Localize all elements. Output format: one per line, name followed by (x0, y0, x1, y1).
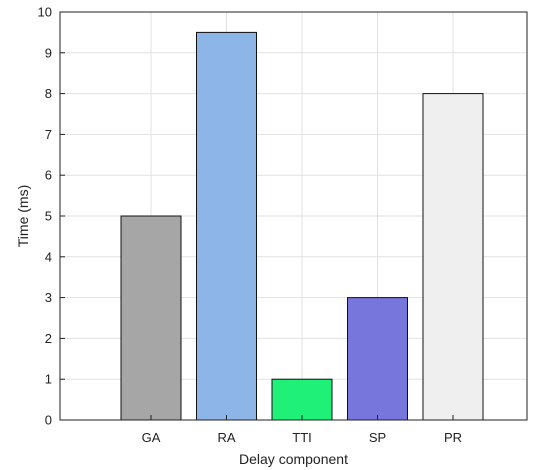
y-tick-label-9: 9 (45, 45, 52, 60)
y-tick-label-0: 0 (45, 413, 52, 428)
x-tick-label-ga: GA (142, 430, 161, 445)
y-axis-label: Time (ms) (15, 185, 31, 247)
y-tick-label-4: 4 (45, 249, 52, 264)
x-axis-ticks: GA RA TTI SP PR (142, 415, 462, 445)
y-tick-label-8: 8 (45, 86, 52, 101)
bar-ga (120, 215, 182, 421)
y-tick-label-7: 7 (45, 127, 52, 142)
y-tick-label-6: 6 (45, 168, 52, 183)
bar-sp (347, 297, 408, 421)
y-axis-ticks: 0 1 2 3 4 5 6 7 8 9 10 (38, 5, 65, 428)
bar-pr (422, 93, 484, 421)
x-tick-label-pr: PR (444, 430, 462, 445)
x-axis-label: Delay component (239, 451, 348, 467)
y-tick-label-5: 5 (45, 209, 52, 224)
x-tick-label-sp: SP (369, 430, 386, 445)
y-tick-label-2: 2 (45, 331, 52, 346)
y-tick-label-10: 10 (38, 5, 52, 20)
x-tick-label-tti: TTI (292, 430, 312, 445)
bar-tti (271, 378, 333, 421)
y-tick-label-1: 1 (45, 372, 52, 387)
x-tick-label-ra: RA (217, 430, 235, 445)
bars (120, 31, 484, 421)
y-tick-label-3: 3 (45, 290, 52, 305)
bar-ra (196, 31, 257, 421)
